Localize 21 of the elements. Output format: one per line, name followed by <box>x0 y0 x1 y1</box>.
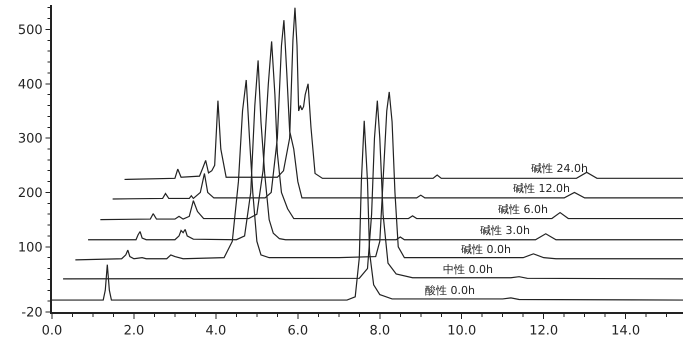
y-tick-label: 300 <box>18 132 43 147</box>
series-label: 碱性 12.0h <box>513 182 570 195</box>
x-tick-label: 2.0 <box>124 323 144 338</box>
series-label: 酸性 0.0h <box>425 284 475 297</box>
x-tick-label: 6.0 <box>287 323 308 338</box>
x-tick-label: 14.0 <box>611 323 640 338</box>
y-tick-label: 100 <box>18 240 43 256</box>
x-tick-label: 10.0 <box>447 323 476 338</box>
x-tick-label: 12.0 <box>529 323 558 338</box>
series-label: 碱性 3.0h <box>480 224 530 237</box>
series-label: 碱性 6.0h <box>498 203 548 216</box>
series-label: 中性 0.0h <box>443 263 493 276</box>
x-tick-label: 8.0 <box>369 323 390 338</box>
y-tick-label: -20 <box>21 306 43 321</box>
x-tick-label: 4.0 <box>206 323 226 338</box>
series-label: 碱性 24.0h <box>531 162 588 175</box>
series-label: 碱性 0.0h <box>461 243 511 256</box>
y-tick-label: 400 <box>18 77 43 92</box>
y-tick-label: 500 <box>18 23 43 38</box>
x-tick-label: 0.0 <box>42 323 62 338</box>
y-tick-label: 200 <box>18 186 43 202</box>
